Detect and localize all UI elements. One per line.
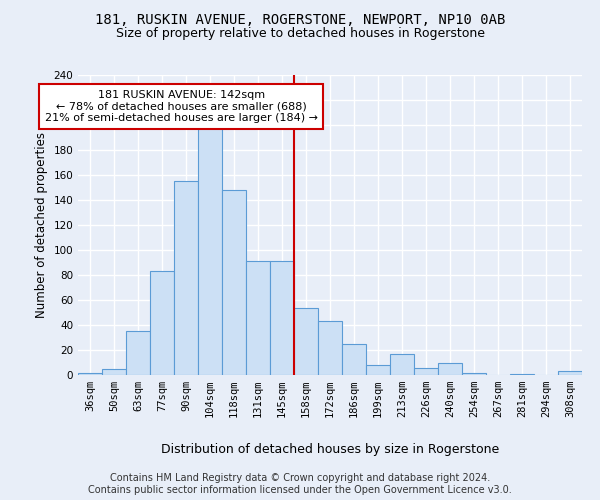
Bar bbox=[318, 322, 342, 375]
Bar bbox=[198, 125, 222, 375]
Bar bbox=[294, 308, 318, 375]
Text: Distribution of detached houses by size in Rogerstone: Distribution of detached houses by size … bbox=[161, 442, 499, 456]
Bar bbox=[558, 371, 582, 375]
Bar bbox=[126, 331, 150, 375]
Bar bbox=[222, 190, 246, 375]
Bar bbox=[366, 365, 390, 375]
Bar bbox=[174, 181, 198, 375]
Y-axis label: Number of detached properties: Number of detached properties bbox=[35, 132, 48, 318]
Bar bbox=[438, 362, 462, 375]
Bar bbox=[342, 344, 366, 375]
Text: Contains HM Land Registry data © Crown copyright and database right 2024.
Contai: Contains HM Land Registry data © Crown c… bbox=[88, 474, 512, 495]
Text: Size of property relative to detached houses in Rogerstone: Size of property relative to detached ho… bbox=[115, 28, 485, 40]
Bar bbox=[462, 372, 486, 375]
Bar bbox=[270, 261, 294, 375]
Bar bbox=[510, 374, 534, 375]
Bar bbox=[390, 354, 414, 375]
Bar bbox=[102, 369, 126, 375]
Text: 181, RUSKIN AVENUE, ROGERSTONE, NEWPORT, NP10 0AB: 181, RUSKIN AVENUE, ROGERSTONE, NEWPORT,… bbox=[95, 12, 505, 26]
Bar bbox=[414, 368, 438, 375]
Bar bbox=[78, 372, 102, 375]
Text: 181 RUSKIN AVENUE: 142sqm
← 78% of detached houses are smaller (688)
21% of semi: 181 RUSKIN AVENUE: 142sqm ← 78% of detac… bbox=[44, 90, 318, 123]
Bar bbox=[150, 271, 174, 375]
Bar bbox=[246, 261, 270, 375]
